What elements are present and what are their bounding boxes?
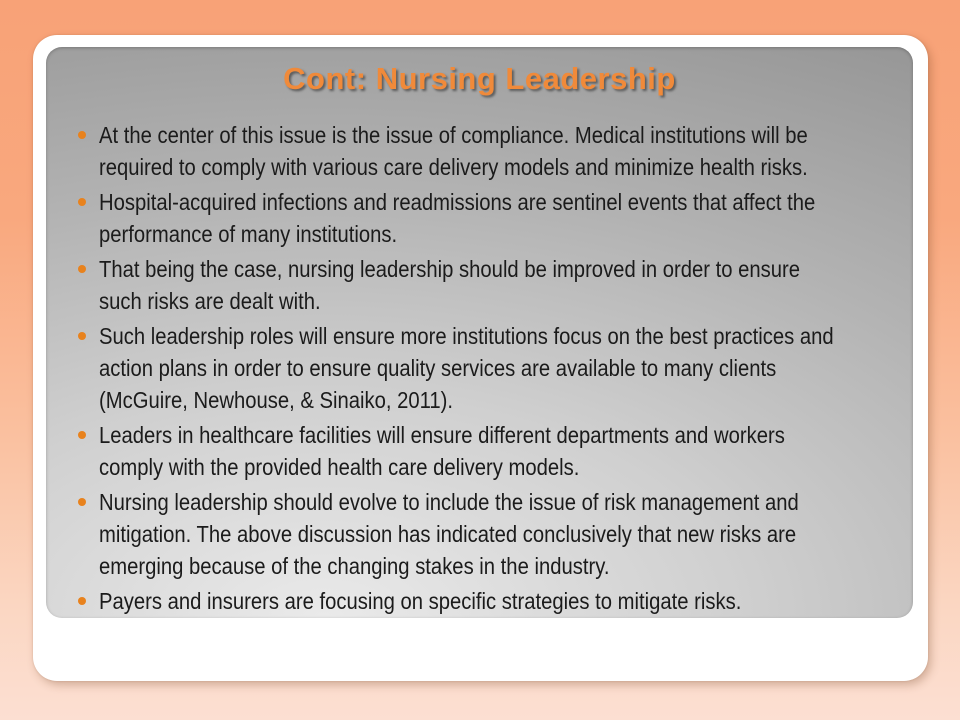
bullet-item: That being the case, nursing leadership … <box>78 253 908 317</box>
bullet-item: Payers and insurers are focusing on spec… <box>78 585 908 617</box>
bullet-text: Hospital-acquired infections and readmis… <box>99 189 816 247</box>
slide-title: Cont: Nursing Leadership <box>283 61 676 96</box>
bullet-text: Payers and insurers are focusing on spec… <box>99 588 742 614</box>
bullet-icon <box>78 265 86 273</box>
bullet-item: Such leadership roles will ensure more i… <box>78 320 908 416</box>
bullet-text: At the center of this issue is the issue… <box>99 122 808 180</box>
bullet-text: Nursing leadership should evolve to incl… <box>99 489 799 579</box>
bullet-item: Hospital-acquired infections and readmis… <box>78 186 908 250</box>
bullet-item: Nursing leadership should evolve to incl… <box>78 486 908 582</box>
bullet-list: At the center of this issue is the issue… <box>78 119 908 620</box>
bullet-icon <box>78 597 86 605</box>
content-panel: Cont: Nursing Leadership At the center o… <box>46 47 913 618</box>
bullet-icon <box>78 498 86 506</box>
bullet-icon <box>78 431 86 439</box>
bullet-text: Such leadership roles will ensure more i… <box>99 323 834 413</box>
bullet-item: At the center of this issue is the issue… <box>78 119 908 183</box>
bullet-icon <box>78 198 86 206</box>
slide-card: Cont: Nursing Leadership At the center o… <box>33 35 928 681</box>
bullet-icon <box>78 131 86 139</box>
bullet-text: That being the case, nursing leadership … <box>99 256 800 314</box>
bullet-item: Leaders in healthcare facilities will en… <box>78 419 908 483</box>
bullet-icon <box>78 332 86 340</box>
bullet-text: Leaders in healthcare facilities will en… <box>99 422 785 480</box>
